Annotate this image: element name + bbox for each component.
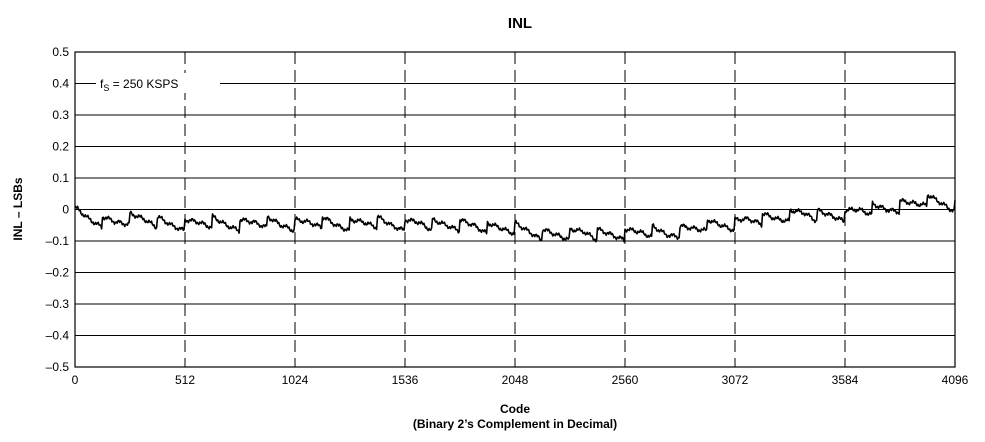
plot-frame [74, 51, 956, 368]
x-tick-label: 3072 [722, 373, 749, 387]
grid-lines [75, 52, 955, 367]
annotation-background [96, 73, 220, 93]
y-tick-labels: 0.5 0.4 0.3 0.2 0.1 0 –0.1 –0.2 –0.3 –0.4 –0.5 [46, 45, 70, 374]
y-tick-label: –0.4 [46, 329, 70, 343]
y-tick-label: 0.5 [52, 45, 69, 59]
annotation-subscript: S [103, 83, 109, 93]
chart-title: INL [508, 15, 532, 32]
annotation-text: fS = 250 KSPS [100, 77, 178, 93]
x-tick-label: 512 [175, 373, 195, 387]
x-axis-label: Code [500, 402, 530, 416]
x-tick-label: 2560 [612, 373, 639, 387]
x-tick-label: 3584 [832, 373, 859, 387]
x-tick-label: 2048 [502, 373, 529, 387]
inl-series-line [74, 194, 956, 243]
y-tick-label: –0.1 [46, 234, 70, 248]
y-tick-label: 0 [62, 203, 69, 217]
y-tick-label: –0.2 [46, 266, 70, 280]
x-tick-label: 1024 [282, 373, 309, 387]
y-tick-label: 0.2 [52, 140, 69, 154]
x-tick-label: 1536 [392, 373, 419, 387]
x-tick-label: 4096 [942, 373, 969, 387]
x-tick-labels: 0 512 1024 1536 2048 2560 3072 3584 4096 [72, 373, 969, 387]
y-axis-label: INL – LSBs [11, 177, 25, 240]
annotation-value: = 250 KSPS [109, 77, 178, 91]
series-layer [74, 194, 956, 243]
y-tick-label: 0.3 [52, 108, 69, 122]
x-axis-sublabel: (Binary 2’s Complement in Decimal) [413, 417, 617, 431]
y-tick-label: –0.5 [46, 360, 70, 374]
y-tick-label: 0.4 [52, 77, 69, 91]
x-tick-label: 0 [72, 373, 79, 387]
y-tick-label: 0.1 [52, 171, 69, 185]
y-tick-label: –0.3 [46, 297, 70, 311]
annotation-symbol: f [100, 77, 104, 91]
annotation: fS = 250 KSPS [96, 73, 220, 93]
